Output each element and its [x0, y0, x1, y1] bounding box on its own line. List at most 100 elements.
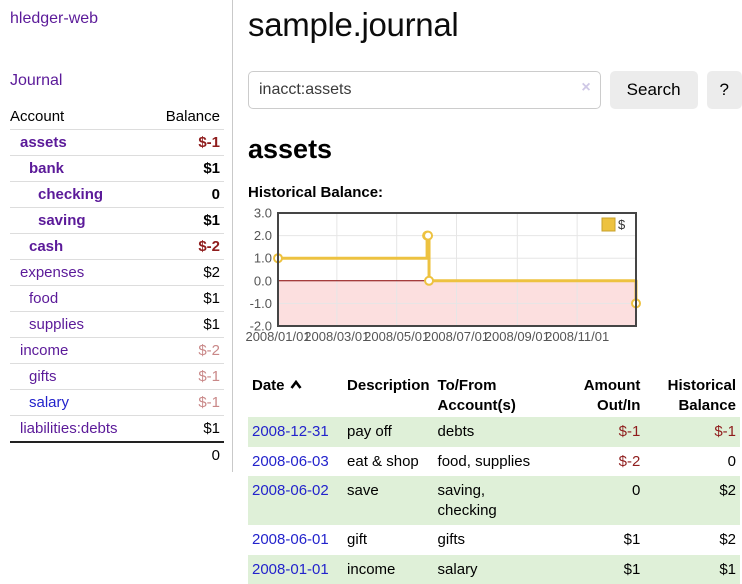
account-row: cash$-2 — [10, 234, 224, 260]
account-link[interactable]: saving — [38, 212, 86, 229]
account-row: supplies $1 — [10, 312, 224, 338]
transaction-description: save — [343, 476, 434, 525]
transaction-description: eat & shop — [343, 447, 434, 477]
y-tick-label: 1.0 — [254, 251, 272, 266]
transaction-date-link[interactable]: 2008-06-03 — [252, 453, 329, 470]
brand-link[interactable]: hledger-web — [10, 10, 98, 28]
account-row: liabilities:debts$1 — [10, 416, 224, 443]
legend-label: $ — [618, 217, 626, 232]
account-link[interactable]: checking — [38, 186, 103, 203]
historical-balance-chart: $-2.0-1.00.01.02.03.02008/01/012008/03/0… — [248, 206, 650, 348]
account-row: bank $1 — [10, 156, 224, 182]
transaction-description: pay off — [343, 417, 434, 447]
accounts-header-account: Account — [10, 104, 149, 130]
register-header-date: Date — [248, 374, 343, 417]
transaction-accounts: food, supplies — [434, 447, 546, 477]
x-tick-label: 2008/09/01 — [485, 329, 550, 344]
accounts-table: Account Balance assets $-1 bank $1 checking 0… — [10, 104, 224, 468]
transaction-amount: $1 — [545, 555, 644, 584]
account-link[interactable]: gifts — [29, 368, 57, 385]
search-button[interactable]: Search — [610, 71, 698, 109]
account-link[interactable]: salary — [29, 394, 69, 411]
transaction-description: gift — [343, 525, 434, 555]
y-tick-label: 0.0 — [254, 273, 272, 288]
account-link[interactable]: supplies — [29, 316, 84, 333]
y-tick-label: 3.0 — [254, 206, 272, 221]
accounts-header-row: Account Balance — [10, 104, 224, 130]
account-link[interactable]: expenses — [20, 264, 84, 281]
register-header-amount-out-in: Amount Out/In — [545, 374, 644, 417]
transaction-amount: $-2 — [545, 447, 644, 477]
account-row: income $-2 — [10, 338, 224, 364]
y-tick-label: -1.0 — [250, 296, 272, 311]
account-row: salary $-1 — [10, 390, 224, 416]
transaction-balance: $2 — [644, 476, 740, 525]
chart-title: Historical Balance: — [248, 184, 742, 201]
account-balance: 0 — [149, 182, 224, 208]
clear-search-icon[interactable]: × — [581, 79, 590, 97]
search-input[interactable] — [248, 71, 601, 109]
account-balance: $1 — [149, 312, 224, 338]
transaction-accounts: debts — [434, 417, 546, 447]
transaction-amount: $-1 — [545, 417, 644, 447]
account-link[interactable]: food — [29, 290, 58, 307]
main-content: sample.journal × Search ? assets Histori… — [248, 0, 742, 584]
transaction-date-link[interactable]: 2008-06-02 — [252, 482, 329, 499]
account-row: food$1 — [10, 286, 224, 312]
account-link[interactable]: bank — [29, 160, 64, 177]
accounts-total-value: 0 — [149, 442, 224, 468]
account-row: saving$1 — [10, 208, 224, 234]
register-header-historical-balance: Historical Balance — [644, 374, 740, 417]
transaction-date-link[interactable]: 2008-06-01 — [252, 531, 329, 548]
data-point-marker — [425, 277, 433, 285]
transaction-accounts: saving,checking — [434, 476, 546, 525]
account-link[interactable]: income — [20, 342, 68, 359]
transaction-amount: $1 — [545, 525, 644, 555]
page-title: sample.journal — [248, 6, 742, 44]
transaction-amount: 0 — [545, 476, 644, 525]
account-link[interactable]: assets — [20, 134, 67, 151]
register-header-to-from-account-s: To/From Account(s) — [434, 374, 546, 417]
nav-journal-link[interactable]: Journal — [10, 72, 62, 90]
account-link[interactable]: liabilities:debts — [20, 420, 118, 437]
transaction-date-link[interactable]: 2008-12-31 — [252, 423, 329, 440]
account-balance: $-1 — [149, 364, 224, 390]
sort-ascending-icon — [290, 380, 302, 390]
account-balance: $-1 — [149, 390, 224, 416]
transaction-accounts: salary — [434, 555, 546, 584]
transaction-description: income — [343, 555, 434, 584]
account-balance: $-2 — [149, 338, 224, 364]
transaction-balance: $1 — [644, 555, 740, 584]
transaction-balance: $-1 — [644, 417, 740, 447]
x-tick-label: 2008/05/01 — [364, 329, 429, 344]
account-row: gifts $-1 — [10, 364, 224, 390]
account-balance: $-1 — [149, 130, 224, 156]
transaction-date-link[interactable]: 2008-01-01 — [252, 561, 329, 578]
account-balance: $1 — [149, 156, 224, 182]
x-tick-label: 2008/07/01 — [424, 329, 489, 344]
help-button[interactable]: ? — [707, 71, 742, 109]
account-balance: $2 — [149, 260, 224, 286]
transaction-balance: 0 — [644, 447, 740, 477]
account-row: expenses $2 — [10, 260, 224, 286]
account-row: checking 0 — [10, 182, 224, 208]
sidebar: hledger-web Journal Account Balance asse… — [0, 0, 233, 472]
x-tick-label: 2008/11/01 — [545, 329, 609, 344]
x-tick-label: 2008/01/01 — [245, 329, 310, 344]
search-form: × Search ? — [248, 71, 742, 109]
accounts-header-balance: Balance — [149, 104, 224, 130]
account-link[interactable]: cash — [29, 238, 63, 255]
x-tick-label: 2008/03/01 — [304, 329, 369, 344]
account-row: assets $-1 — [10, 130, 224, 156]
y-tick-label: 2.0 — [254, 228, 272, 243]
transaction-balance: $2 — [644, 525, 740, 555]
data-point-marker — [424, 232, 432, 240]
accounts-total-row: 0 — [10, 442, 224, 468]
